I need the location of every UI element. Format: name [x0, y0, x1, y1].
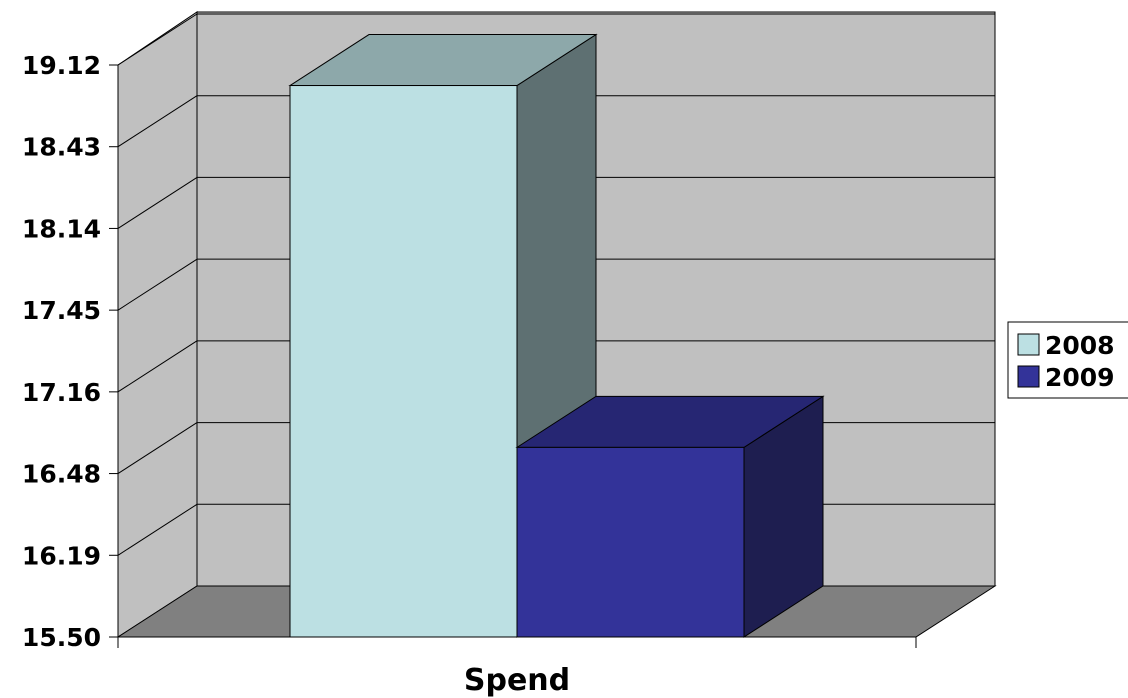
legend: 2008 2009: [1007, 321, 1128, 399]
y-tick-label: 18.43: [22, 133, 101, 162]
gridline-diagonal: [117, 503, 198, 556]
gridline-diagonal: [117, 13, 198, 66]
y-tick-label: 16.19: [22, 541, 101, 570]
gridline-diagonal: [117, 258, 198, 311]
y-tick-label: 15.50: [22, 623, 101, 652]
bar-front-2008: [289, 85, 518, 638]
legend-swatch-2008: [1017, 333, 1040, 356]
bar-2009: [515, 395, 825, 638]
y-axis-ticks: 15.50 16.19 16.48 17.16 17.45 18.14 18.43 19.12: [22, 51, 118, 652]
bar-2008: [288, 33, 598, 638]
bar-front-2009: [516, 446, 745, 638]
y-tick-label: 19.12: [22, 51, 101, 80]
y-tick-label: 18.14: [22, 214, 101, 243]
y-tick-label: 16.48: [22, 460, 101, 489]
gridline-diagonal: [117, 95, 198, 148]
y-tick-label: 17.16: [22, 378, 101, 407]
gridline-diagonal: [117, 340, 198, 393]
x-category-label: Spend: [464, 663, 570, 698]
gridline-diagonal: [117, 422, 198, 474]
legend-label-2008: 2008: [1045, 331, 1115, 360]
gridline-diagonal: [117, 177, 198, 229]
bars: [288, 33, 825, 638]
legend-label-2009: 2009: [1045, 363, 1115, 392]
legend-swatch-2009: [1017, 365, 1040, 388]
side-wall: [117, 11, 198, 638]
y-tick-label: 17.45: [22, 296, 101, 325]
